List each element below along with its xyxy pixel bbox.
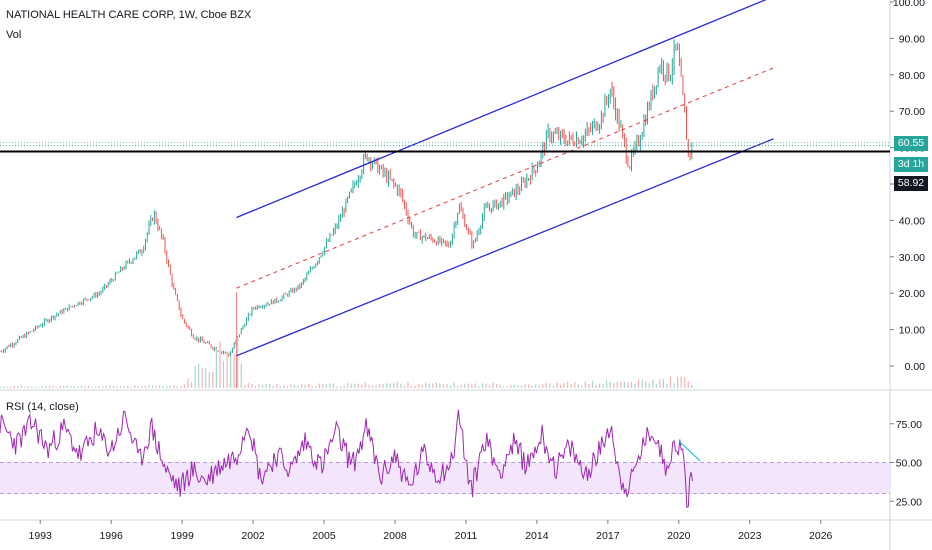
time-tick-label: 2005 [312, 530, 336, 542]
time-tick-label: 2020 [667, 530, 691, 542]
time-tick-label: 1996 [99, 530, 123, 542]
rsi-tick-label: 75.00 [896, 419, 922, 431]
price-tick-label: 20.00 [899, 288, 925, 300]
rsi-tick-label: 25.00 [896, 496, 922, 508]
price-tick-label: 100.00 [893, 0, 925, 9]
price-tick-label: 70.00 [899, 106, 925, 118]
time-tick-label: 2026 [809, 530, 833, 542]
time-tick-label: 2011 [455, 530, 478, 542]
price-tick-label: 10.00 [899, 325, 925, 337]
price-tick-label: 0.00 [905, 361, 926, 373]
time-tick-label: 2017 [596, 530, 620, 542]
channel-upper-line [236, 0, 767, 219]
rsi-legend[interactable]: RSI (14, close) [6, 401, 79, 413]
price-tick-label: 80.00 [899, 70, 925, 82]
time-tick-label: 2023 [738, 530, 762, 542]
symbol-title[interactable]: NATIONAL HEALTH CARE CORP, 1W, Cboe BZX [6, 9, 252, 21]
time-tick-label: 1993 [29, 530, 53, 542]
last-price-tag: 60.55 [894, 136, 928, 151]
rsi-line [0, 409, 693, 509]
price-tick-label: 40.00 [899, 215, 925, 227]
time-tick-label: 1999 [170, 530, 194, 542]
price-tick-label: 30.00 [899, 252, 925, 264]
volume-legend[interactable]: Vol [6, 29, 22, 41]
time-tick-label: 2002 [241, 530, 265, 542]
rsi-tick-label: 50.00 [896, 458, 922, 470]
rsi-trend-line [678, 440, 701, 462]
time-tick-label: 2008 [383, 530, 407, 542]
price-tick-label: 90.00 [899, 33, 925, 45]
time-tick-label: 2014 [525, 530, 549, 542]
horizontal-level-tag: 58.92 [894, 176, 928, 191]
bar-countdown-tag: 3d 1h [894, 157, 928, 172]
channel-lower-line [236, 138, 774, 357]
channel-mid-line [236, 67, 774, 289]
